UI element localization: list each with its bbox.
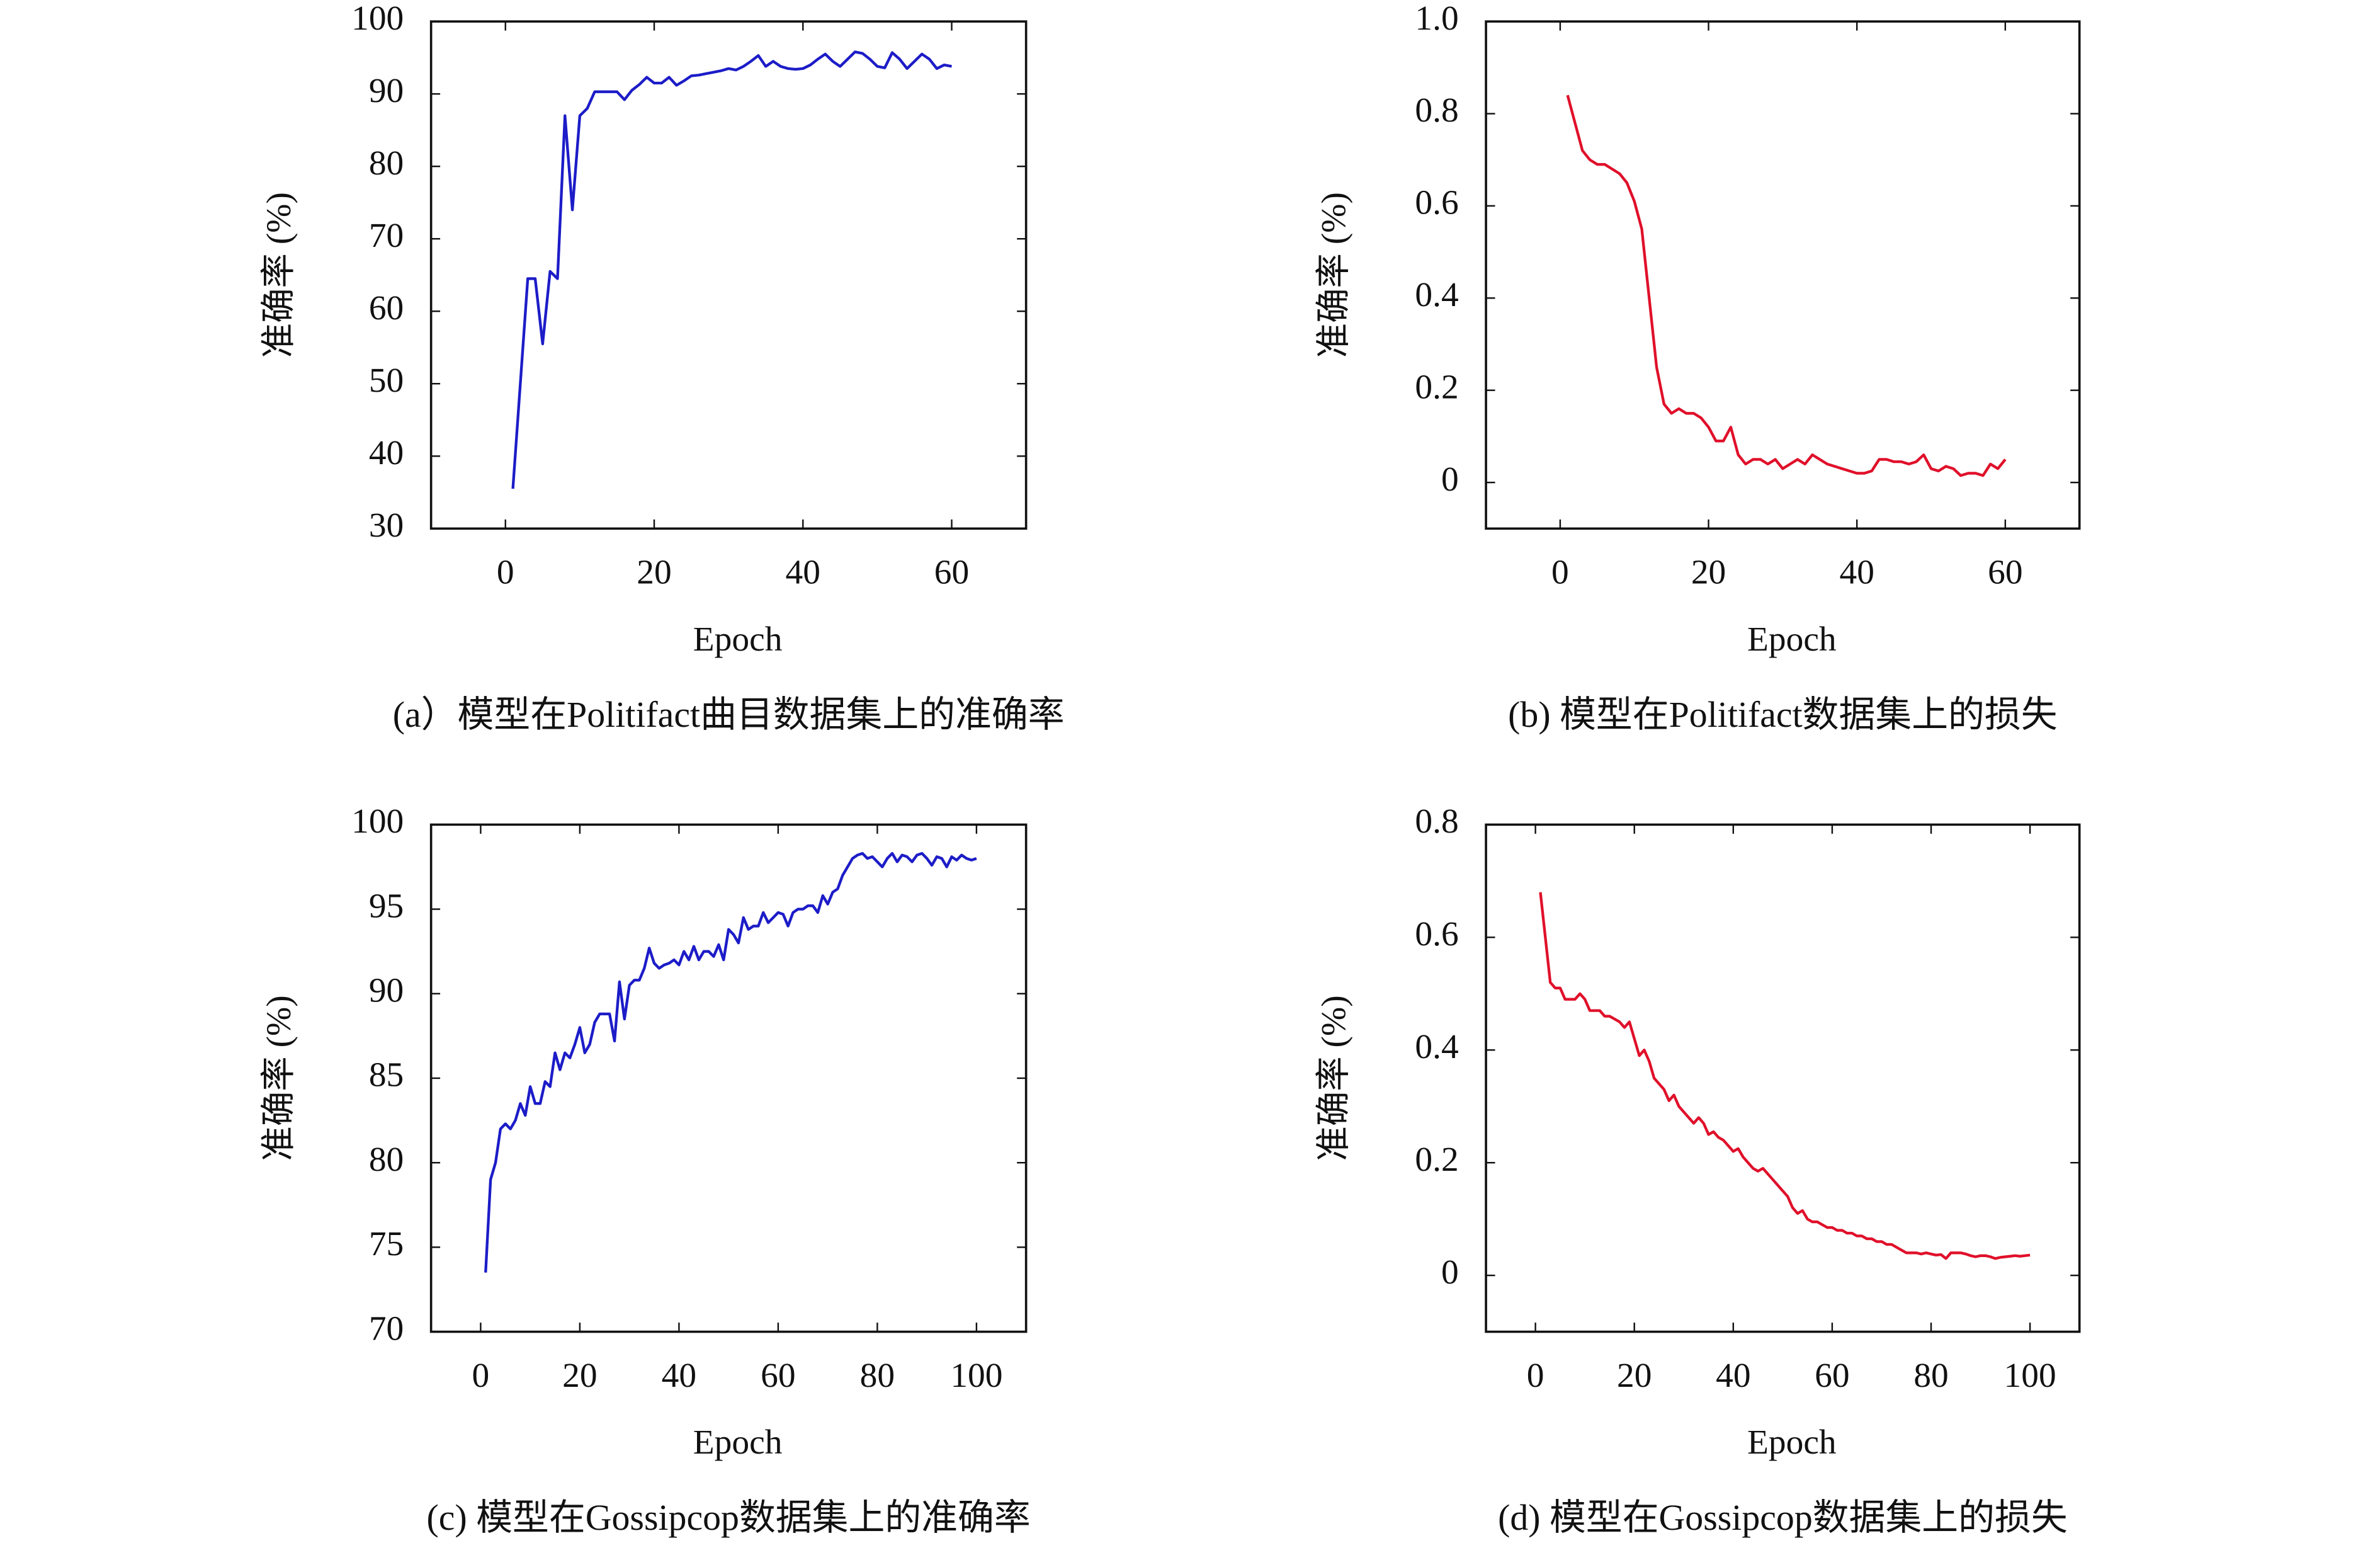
x-tick-label: 0 xyxy=(1527,1356,1544,1394)
x-tick-label: 0 xyxy=(1551,553,1569,591)
y-tick-label: 100 xyxy=(351,802,404,840)
x-tick-label: 60 xyxy=(934,553,969,591)
x-axis-label: Epoch xyxy=(1747,620,1837,658)
y-axis-label: 准确率 (%) xyxy=(259,995,298,1161)
y-tick-label: 0.8 xyxy=(1415,91,1458,129)
x-tick-label: 40 xyxy=(1716,1356,1750,1394)
y-tick-label: 85 xyxy=(369,1056,404,1094)
y-tick-label: 30 xyxy=(369,506,404,544)
data-line xyxy=(484,851,977,1273)
y-tick-label: 80 xyxy=(369,144,404,182)
y-axis-label: 准确率 (%) xyxy=(1315,995,1353,1161)
y-tick-label: 90 xyxy=(369,971,404,1009)
caption: (d) 模型在Gossipcop数据集上的损失 xyxy=(1498,1497,2068,1538)
y-tick-label: 0.2 xyxy=(1415,1140,1458,1178)
x-tick-label: 0 xyxy=(497,553,514,591)
x-tick-label: 40 xyxy=(1839,553,1874,591)
y-tick-label: 90 xyxy=(369,71,404,110)
plot-frame xyxy=(1485,20,2081,530)
x-tick-label: 60 xyxy=(1815,1356,1849,1394)
y-tick-label: 0.6 xyxy=(1415,183,1458,222)
y-tick-label: 100 xyxy=(351,0,404,37)
x-tick-label: 60 xyxy=(1988,553,2022,591)
y-tick-label: 50 xyxy=(369,361,404,399)
x-tick-label: 60 xyxy=(761,1356,795,1394)
x-tick-label: 80 xyxy=(1913,1356,1948,1394)
y-axis-label: 准确率 (%) xyxy=(1315,192,1353,358)
plot-frame xyxy=(1485,823,2081,1333)
x-tick-label: 40 xyxy=(786,553,820,591)
y-tick-label: 70 xyxy=(369,216,404,254)
x-tick-label: 40 xyxy=(662,1356,696,1394)
y-tick-label: 0 xyxy=(1441,1253,1459,1291)
x-axis-label: Epoch xyxy=(693,620,783,658)
x-axis-label: Epoch xyxy=(1747,1423,1837,1461)
plot-frame xyxy=(429,823,1028,1333)
y-tick-label: 0.4 xyxy=(1415,275,1458,314)
y-tick-label: 70 xyxy=(369,1309,404,1347)
x-axis-label: Epoch xyxy=(693,1423,783,1461)
x-tick-label: 80 xyxy=(860,1356,895,1394)
y-tick-label: 0.8 xyxy=(1415,802,1458,840)
y-axis-label: 准确率 (%) xyxy=(259,192,298,358)
data-line xyxy=(511,50,952,489)
y-tick-label: 0.6 xyxy=(1415,914,1458,953)
x-tick-label: 20 xyxy=(562,1356,597,1394)
data-line xyxy=(1539,892,2031,1260)
caption: (c) 模型在Gossipcop数据集上的准确率 xyxy=(427,1497,1031,1538)
y-tick-label: 1.0 xyxy=(1415,0,1458,37)
y-tick-label: 0.2 xyxy=(1415,367,1458,406)
y-tick-label: 0.4 xyxy=(1415,1027,1458,1066)
x-tick-label: 20 xyxy=(1691,553,1726,591)
x-tick-label: 20 xyxy=(637,553,671,591)
y-tick-label: 60 xyxy=(369,288,404,327)
y-tick-label: 0 xyxy=(1441,460,1459,498)
x-tick-label: 100 xyxy=(2004,1356,2056,1394)
x-tick-label: 20 xyxy=(1617,1356,1652,1394)
plot-frame xyxy=(429,20,1028,530)
data-line xyxy=(1566,94,2007,477)
y-tick-label: 80 xyxy=(369,1140,404,1178)
y-tick-label: 75 xyxy=(369,1224,404,1263)
caption: (b) 模型在Politifact数据集上的损失 xyxy=(1508,694,2057,735)
x-tick-label: 100 xyxy=(950,1356,1002,1394)
y-tick-label: 40 xyxy=(369,433,404,472)
x-tick-label: 0 xyxy=(472,1356,490,1394)
y-tick-label: 95 xyxy=(369,886,404,925)
caption: (a）模型在Politifact曲目数据集上的准确率 xyxy=(393,694,1065,735)
